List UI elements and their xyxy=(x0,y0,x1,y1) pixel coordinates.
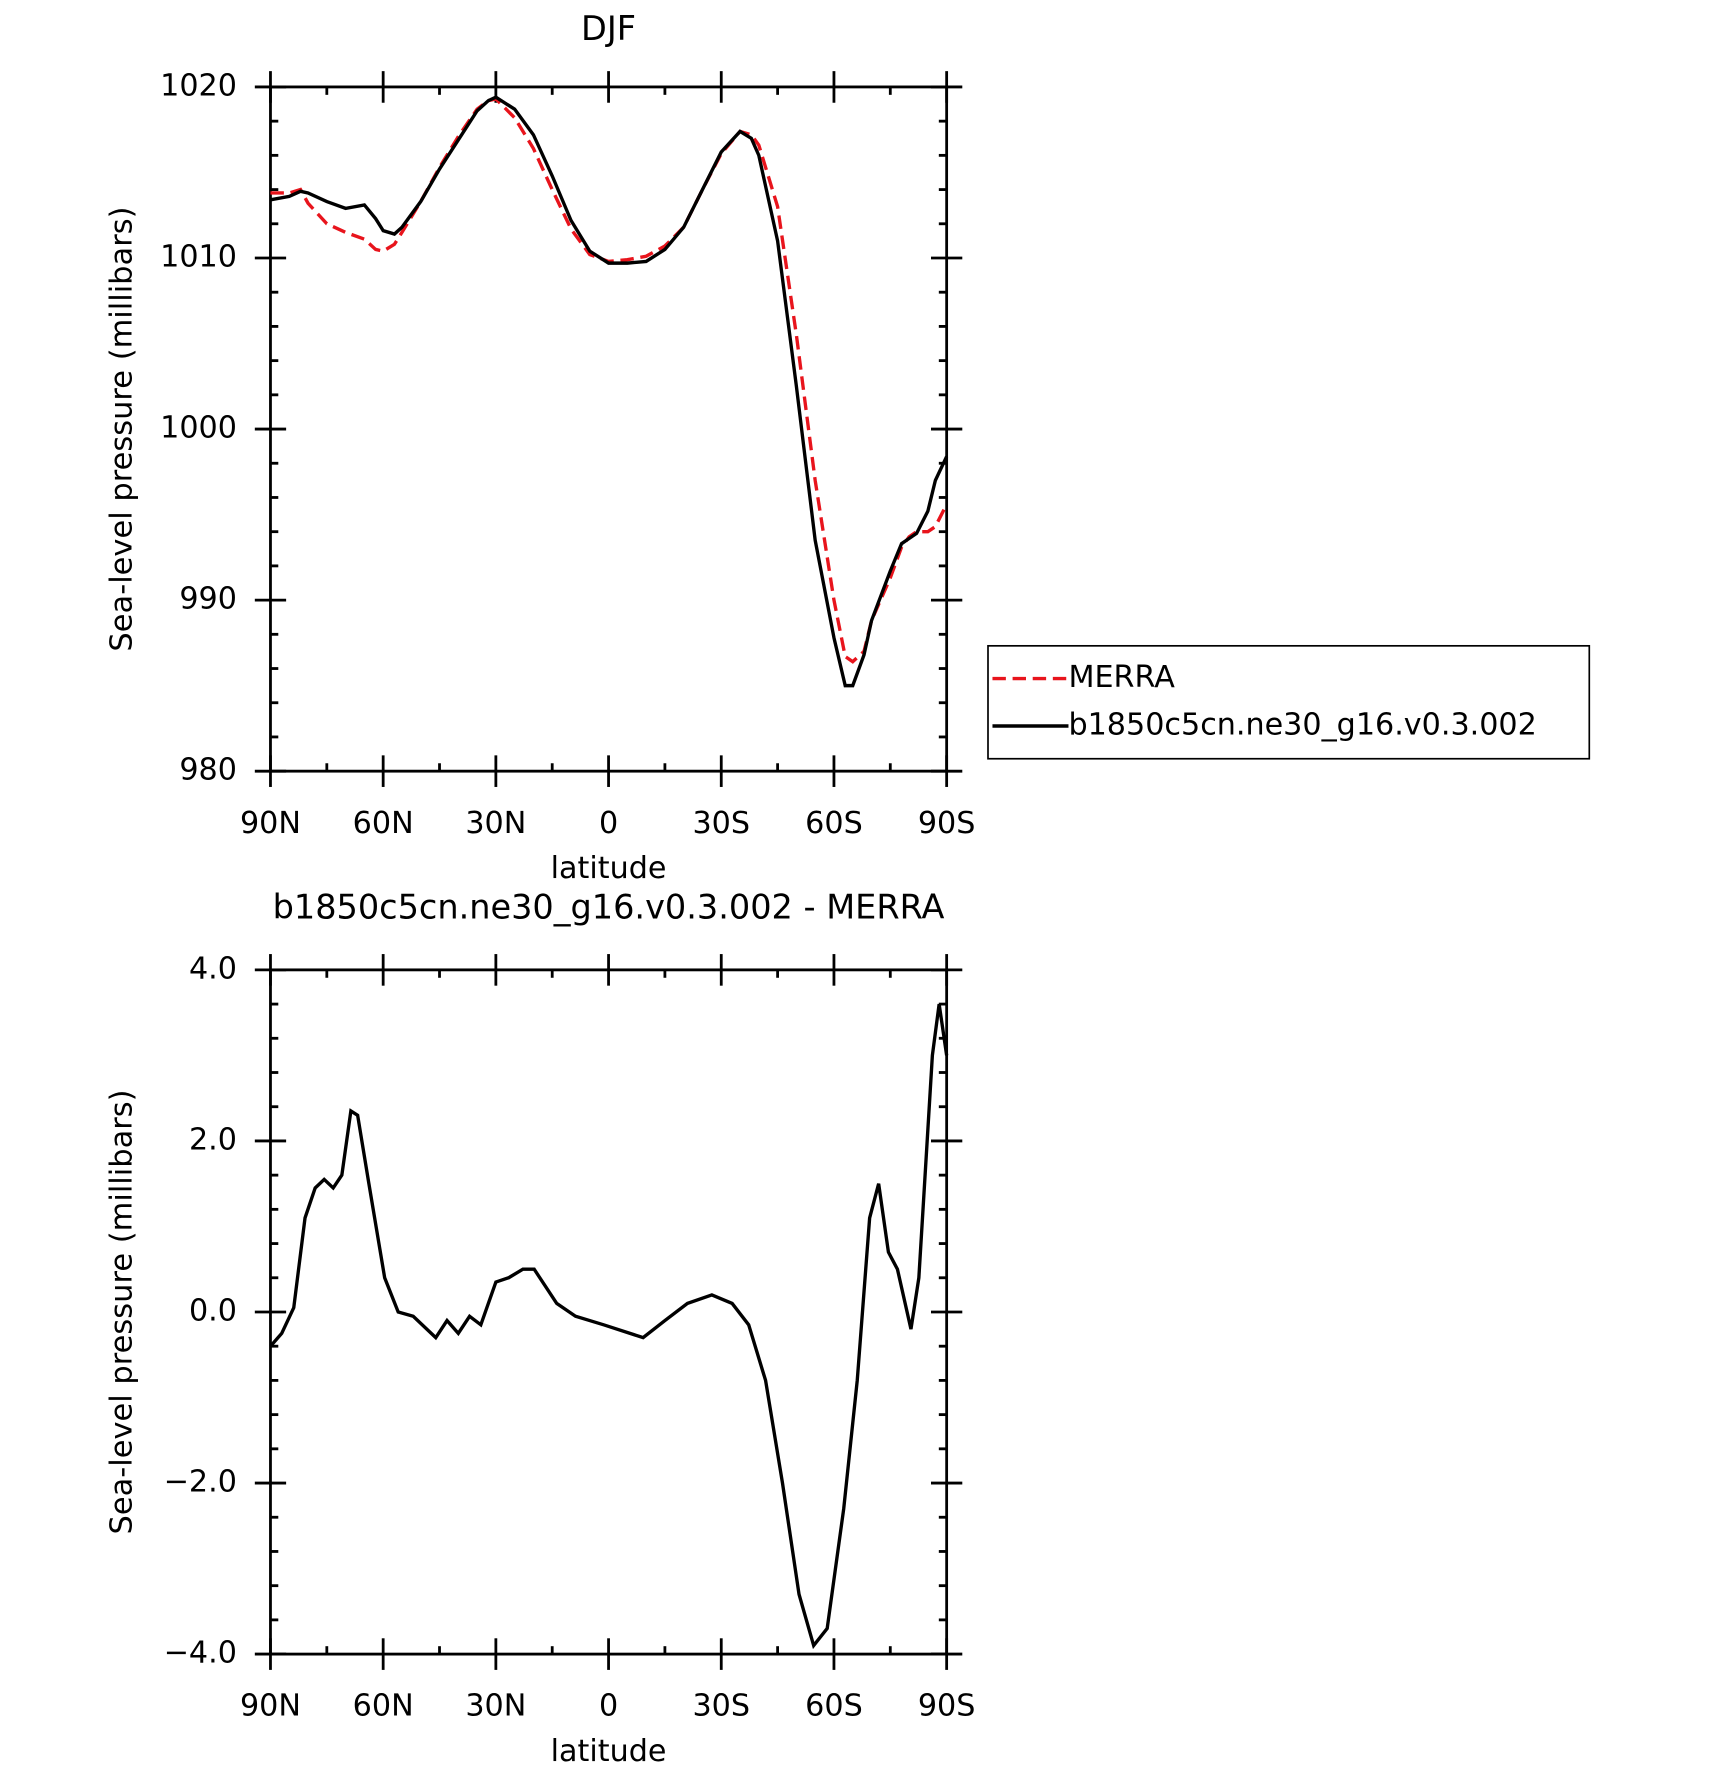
plot-frame xyxy=(269,85,949,773)
x-tick-label: 30S xyxy=(692,1689,750,1724)
series-line xyxy=(270,97,949,664)
x-tick-label: 90N xyxy=(240,1689,301,1724)
y-tick-label: 980 xyxy=(179,753,237,788)
series-line xyxy=(269,1003,949,1650)
x-axis-label: latitude xyxy=(551,851,667,886)
chart-title: b1850c5cn.ne30_g16.v0.3.002 - MERRA xyxy=(273,887,945,926)
y-axis-label: Sea-level pressure (millibars) xyxy=(105,206,140,651)
y-tick-label: 1010 xyxy=(160,239,237,274)
y-tick-label: 4.0 xyxy=(189,951,237,986)
y-tick-label: 1000 xyxy=(160,410,237,445)
x-tick-label: 0 xyxy=(599,806,618,841)
y-tick-label: −2.0 xyxy=(164,1464,237,1499)
chart-title: DJF xyxy=(581,9,636,48)
x-tick-label: 90S xyxy=(918,806,976,841)
x-tick-label: 30N xyxy=(465,1689,526,1724)
y-tick-label: 2.0 xyxy=(189,1122,237,1157)
x-tick-label: 90S xyxy=(918,1689,976,1724)
legend-box xyxy=(987,644,1591,760)
x-tick-label: 0 xyxy=(599,1689,618,1724)
plot-frame xyxy=(269,968,949,1656)
x-axis-label: latitude xyxy=(551,1734,667,1767)
y-tick-label: −4.0 xyxy=(164,1635,237,1670)
x-tick-label: 60S xyxy=(805,1689,863,1724)
y-tick-label: 990 xyxy=(179,582,237,617)
x-tick-label: 60N xyxy=(353,1689,414,1724)
legend-label: MERRA xyxy=(1068,660,1175,695)
x-tick-label: 30N xyxy=(465,806,526,841)
y-tick-label: 1020 xyxy=(160,68,237,103)
y-tick-label: 0.0 xyxy=(189,1293,237,1328)
x-tick-label: 30S xyxy=(692,806,750,841)
x-tick-label: 60N xyxy=(353,806,414,841)
legend-label: b1850c5cn.ne30_g16.v0.3.002 xyxy=(1068,707,1536,742)
x-tick-label: 90N xyxy=(240,806,301,841)
series-line xyxy=(270,95,949,688)
y-axis-label: Sea-level pressure (millibars) xyxy=(105,1089,140,1534)
x-tick-label: 60S xyxy=(805,806,863,841)
